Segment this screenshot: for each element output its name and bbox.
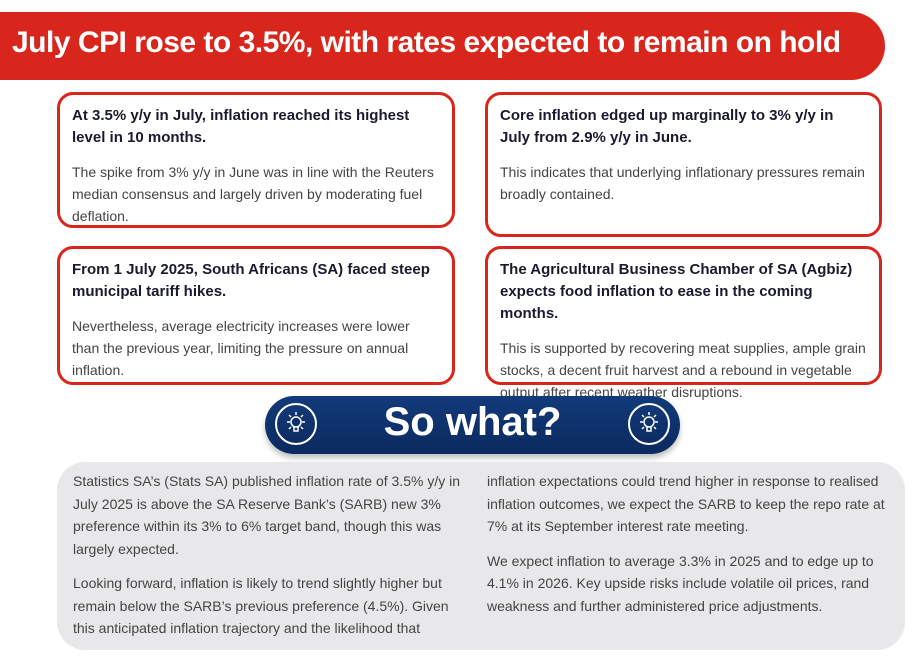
summary-right-column: inflation expectations could trend highe…	[487, 470, 887, 629]
summary-panel: Statistics SA’s (Stats SA) published inf…	[57, 462, 905, 650]
page-title: July CPI rose to 3.5%, with rates expect…	[12, 26, 841, 59]
lightbulb-icon	[628, 403, 670, 445]
card-heading: From 1 July 2025, South Africans (SA) fa…	[72, 261, 430, 300]
so-what-label: So what?	[383, 400, 562, 444]
card-municipal-tariffs: From 1 July 2025, South Africans (SA) fa…	[57, 246, 455, 385]
card-heading: The Agricultural Business Chamber of SA …	[500, 261, 853, 322]
title-banner: July CPI rose to 3.5%, with rates expect…	[0, 12, 885, 80]
card-body: Nevertheless, average electricity increa…	[72, 318, 410, 378]
card-heading: At 3.5% y/y in July, inflation reached i…	[72, 107, 410, 146]
summary-paragraph: inflation expectations could trend highe…	[487, 473, 885, 534]
card-body: The spike from 3% y/y in June was in lin…	[72, 164, 434, 224]
card-body: This indicates that underlying inflation…	[500, 164, 865, 202]
card-food-inflation: The Agricultural Business Chamber of SA …	[485, 246, 882, 400]
so-what-banner: So what?	[265, 396, 680, 454]
summary-paragraph: We expect inflation to average 3.3% in 2…	[487, 552, 874, 614]
card-heading: Core inflation edged up marginally to 3%…	[500, 107, 834, 146]
lightbulb-icon	[275, 403, 317, 445]
card-body: This is supported by recovering meat sup…	[500, 340, 866, 400]
summary-paragraph: Statistics SA’s (Stats SA) published inf…	[73, 473, 460, 557]
summary-left-column: Statistics SA’s (Stats SA) published inf…	[73, 470, 473, 652]
card-headline-inflation: At 3.5% y/y in July, inflation reached i…	[57, 92, 455, 228]
summary-paragraph: Looking forward, inflation is likely to …	[73, 575, 449, 636]
card-core-inflation: Core inflation edged up marginally to 3%…	[485, 92, 882, 237]
